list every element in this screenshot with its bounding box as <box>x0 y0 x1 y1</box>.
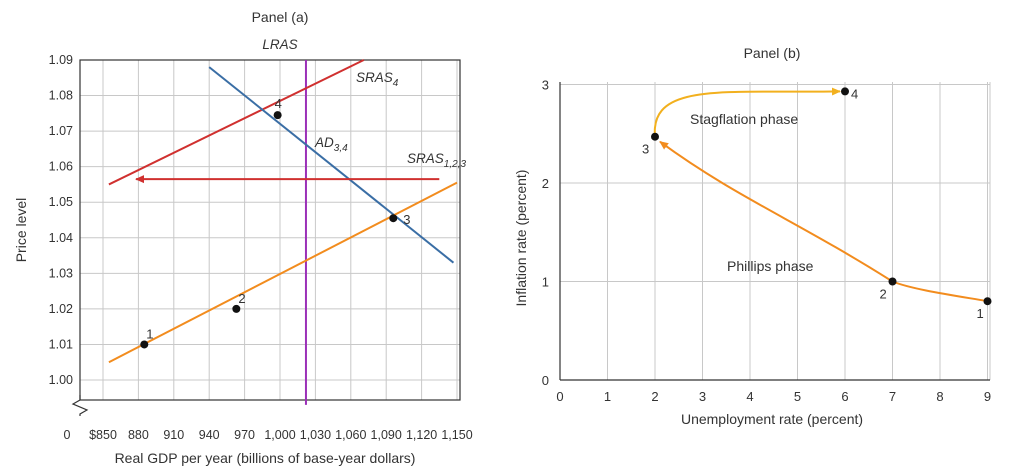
panel-a-x-origin-label: 0 <box>64 428 71 442</box>
sras123-line <box>108 181 458 364</box>
phillips-phase-curve <box>659 140 988 303</box>
ad34-label: AD3,4 <box>314 135 348 154</box>
panel-b-point-label-1: 1 <box>977 306 984 321</box>
panel-a-y-tick-label: 1.06 <box>49 160 73 174</box>
panel-b-x-tick-label: 3 <box>699 389 706 404</box>
panel-a-x-tick-label: 1,150 <box>441 428 472 442</box>
panel-a-y-tick-label: 1.08 <box>49 89 73 103</box>
panel-b: Panel (b) 0 1 2 3 0 1 2 3 4 5 6 7 8 9 1 2 3 4 Stagflati… <box>513 45 992 427</box>
panel-b-point-4 <box>841 87 849 96</box>
sras4-label: SRAS4 <box>356 70 399 89</box>
panel-a-point-label-1: 1 <box>146 326 153 341</box>
panel-a-y-tick-label: 1.00 <box>49 373 73 387</box>
panel-a-x-tick-label: 940 <box>199 428 220 442</box>
panel-a-y-tick-label: 1.01 <box>49 337 73 351</box>
panel-b-point-1 <box>983 297 992 306</box>
panel-b-points: 1 2 3 4 <box>642 86 992 321</box>
panel-a-grid <box>80 59 460 400</box>
panel-b-x-tick-label: 0 <box>556 389 563 404</box>
panel-b-x-tick-label: 8 <box>936 389 943 404</box>
panel-a-points: 1 2 3 4 <box>140 96 411 349</box>
panel-b-point-2 <box>888 277 897 286</box>
panel-b-y-tick-label: 1 <box>542 275 549 290</box>
panel-a-x-tick-label: 1,000 <box>264 428 295 442</box>
panel-b-x-tick-label: 2 <box>651 389 658 404</box>
panel-b-point-label-4: 4 <box>851 86 858 101</box>
panel-b-title: Panel (b) <box>744 45 801 61</box>
panel-a-x-tick-label: 1,060 <box>335 428 366 442</box>
panel-a-y-tick-label: 1.03 <box>49 266 73 280</box>
panel-a-x-axis-label: Real GDP per year (billions of base-year… <box>115 450 416 466</box>
panel-a-point-2 <box>232 304 241 313</box>
axis-break-icon <box>71 395 89 416</box>
panel-a-x-tick-label: 1,090 <box>371 428 402 442</box>
panel-a-x-tick-label: 910 <box>163 428 184 442</box>
phillips-phase-label: Phillips phase <box>727 258 814 274</box>
panel-b-point-label-2: 2 <box>880 287 887 302</box>
panel-a-y-tick-label: 1.05 <box>49 195 73 209</box>
panel-a-point-3 <box>389 214 398 223</box>
panel-a-x-tick-label: 880 <box>128 428 149 442</box>
panel-b-y-tick-label: 3 <box>542 78 549 93</box>
panel-b-y-ticks: 0 1 2 3 <box>542 78 549 389</box>
panel-a-point-label-2: 2 <box>238 291 245 306</box>
panel-b-x-axis-label: Unemployment rate (percent) <box>681 411 863 427</box>
panel-b-y-tick-label: 2 <box>542 176 549 191</box>
panel-a-x-tick-label: 970 <box>234 428 255 442</box>
sras123-label: SRAS1,2,3 <box>407 151 466 170</box>
panel-a-y-tick-label: 1.07 <box>49 124 73 138</box>
sras4-line <box>108 59 365 186</box>
stagflation-phase-label: Stagflation phase <box>690 111 798 127</box>
panel-b-x-tick-label: 1 <box>604 389 611 404</box>
panel-a: Panel (a) 1.001.011.021.031.041.051.061.… <box>13 9 473 466</box>
panel-b-x-tick-label: 5 <box>794 389 801 404</box>
panel-b-x-ticks: 0 1 2 3 4 5 6 7 8 9 <box>556 389 991 404</box>
panel-a-title: Panel (a) <box>252 9 309 25</box>
panel-b-x-tick-label: 6 <box>841 389 848 404</box>
panel-b-x-tick-label: 4 <box>746 389 753 404</box>
panel-a-y-tick-label: 1.04 <box>49 231 73 245</box>
stagflation-phase-curve <box>653 87 841 137</box>
panel-a-point-label-3: 3 <box>403 212 410 227</box>
panel-a-x-tick-label: 1,120 <box>406 428 437 442</box>
panel-a-y-ticks: 1.00 1.01 1.02 1.03 1.04 1.05 1.06 1.07 1.08 1.09 <box>49 53 73 387</box>
ad34-line <box>208 66 455 264</box>
panel-a-curves <box>108 59 458 405</box>
lras-label: LRAS <box>262 37 297 52</box>
panel-a-point-4 <box>273 111 282 120</box>
panel-a-y-tick-label: 1.09 <box>49 53 73 67</box>
panel-a-x-ticks: $850 880 910 940 970 1,000 1,030 1,060 1,090 1,12… <box>89 428 473 442</box>
panel-a-plot-area <box>79 59 461 401</box>
panel-a-point-1 <box>140 340 149 349</box>
panel-b-y-tick-label: 0 <box>542 373 549 388</box>
panel-b-x-tick-label: 7 <box>889 389 896 404</box>
panel-a-x-tick-label: 1,030 <box>300 428 331 442</box>
panel-b-y-axis-label: Inflation rate (percent) <box>513 170 529 307</box>
panel-b-point-3 <box>651 132 659 141</box>
panel-a-point-label-4: 4 <box>275 96 282 111</box>
panel-a-y-axis-label: Price level <box>13 198 29 263</box>
panel-b-point-label-3: 3 <box>642 142 649 157</box>
panel-a-y-tick-label: 1.02 <box>49 302 73 316</box>
panel-b-x-tick-label: 9 <box>984 389 991 404</box>
panel-a-x-tick-label: $850 <box>89 428 117 442</box>
